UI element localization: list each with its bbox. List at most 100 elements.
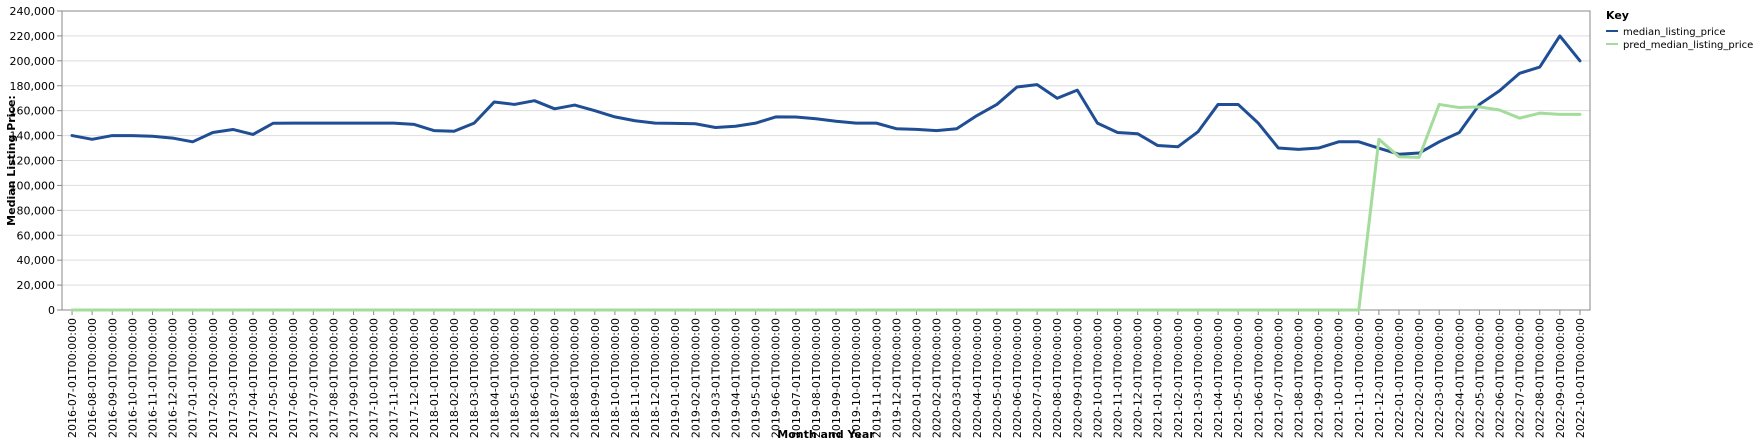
x-tick-label: 2016-11-01T00:00:00 [146,318,159,438]
x-tick-label: 2020-06-01T00:00:00 [1011,318,1024,438]
x-tick-label: 2017-06-01T00:00:00 [287,318,300,438]
x-tick-label: 2022-01-01T00:00:00 [1393,318,1406,438]
x-tick-label: 2020-05-01T00:00:00 [991,318,1004,438]
legend: Key median_listing_price pred_median_list… [1606,9,1753,51]
x-tick-label: 2021-03-01T00:00:00 [1192,318,1205,438]
series-line-pred_median_listing_price [70,102,1582,312]
legend-label: pred_median_listing_price [1623,40,1753,51]
x-tick-label: 2022-09-01T00:00:00 [1554,318,1567,438]
x-tick-label: 2020-02-01T00:00:00 [931,318,944,438]
x-tick-label: 2020-09-01T00:00:00 [1071,318,1084,438]
x-tick-label: 2017-03-01T00:00:00 [227,318,240,438]
y-tick-label: 80,000 [17,204,56,217]
x-tick-label: 2019-04-01T00:00:00 [730,318,743,438]
x-tick-label: 2016-12-01T00:00:00 [167,318,180,438]
gridlines [61,10,1591,311]
x-tick-label: 2020-12-01T00:00:00 [1132,318,1145,438]
x-tick-label: 2017-09-01T00:00:00 [348,318,361,438]
x-tick-label: 2020-03-01T00:00:00 [951,318,964,438]
x-tick-label: 2020-10-01T00:00:00 [1091,318,1104,438]
y-axis: 0 20,000 40,000 60,000 80,000 100,000 120,000 1… [10,5,62,317]
x-tick-label: 2018-10-01T00:00:00 [609,318,622,438]
x-tick-label: 2019-06-01T00:00:00 [770,318,783,438]
x-tick-label: 2020-01-01T00:00:00 [910,318,923,438]
y-tick-label: 60,000 [17,229,56,242]
x-tick-label: 2018-01-01T00:00:00 [428,318,441,438]
x-tick-label: 2022-08-01T00:00:00 [1534,318,1547,438]
x-tick-label: 2018-07-01T00:00:00 [549,318,562,438]
x-tick-label: 2019-10-01T00:00:00 [850,318,863,438]
y-axis-title: Median Listing Price: [5,95,18,226]
x-tick-label: 2021-11-01T00:00:00 [1353,318,1366,438]
x-tick-label: 2022-05-01T00:00:00 [1473,318,1486,438]
y-tick-label: 200,000 [10,55,56,68]
x-tick-label: 2021-05-01T00:00:00 [1232,318,1245,438]
y-tick-label: 240,000 [10,5,56,18]
x-tick-label: 2019-12-01T00:00:00 [890,318,903,438]
x-tick-label: 2019-07-01T00:00:00 [790,318,803,438]
x-tick-label: 2017-11-01T00:00:00 [388,318,401,438]
x-tick-label: 2021-04-01T00:00:00 [1212,318,1225,438]
x-tick-label: 2018-08-01T00:00:00 [569,318,582,438]
x-tick-label: 2017-01-01T00:00:00 [187,318,200,438]
x-tick-label: 2018-03-01T00:00:00 [468,318,481,438]
x-axis-title: Month and Year [777,428,875,441]
x-tick-label: 2018-09-01T00:00:00 [589,318,602,438]
x-tick-label: 2021-12-01T00:00:00 [1373,318,1386,438]
series-lines [70,34,1582,312]
x-tick-label: 2022-04-01T00:00:00 [1453,318,1466,438]
x-tick-label: 2016-08-01T00:00:00 [86,318,99,438]
x-tick-label: 2020-08-01T00:00:00 [1051,318,1064,438]
y-tick-label: 220,000 [10,30,56,43]
x-tick-label: 2022-03-01T00:00:00 [1433,318,1446,438]
x-tick-label: 2021-07-01T00:00:00 [1272,318,1285,438]
x-tick-label: 2018-04-01T00:00:00 [488,318,501,438]
x-tick-label: 2021-08-01T00:00:00 [1292,318,1305,438]
x-tick-label: 2018-11-01T00:00:00 [629,318,642,438]
legend-title: Key [1606,9,1629,22]
x-tick-label: 2022-07-01T00:00:00 [1514,318,1527,438]
x-tick-label: 2021-01-01T00:00:00 [1152,318,1165,438]
x-tick-label: 2017-08-01T00:00:00 [327,318,340,438]
x-tick-label: 2022-02-01T00:00:00 [1413,318,1426,438]
y-tick-label: 120,000 [10,155,56,168]
x-tick-label: 2020-07-01T00:00:00 [1031,318,1044,438]
x-tick-label: 2021-02-01T00:00:00 [1172,318,1185,438]
x-tick-label: 2017-12-01T00:00:00 [408,318,421,438]
y-tick-label: 160,000 [10,105,56,118]
y-tick-label: 0 [48,304,55,317]
x-tick-label: 2016-09-01T00:00:00 [106,318,119,438]
x-tick-label: 2018-06-01T00:00:00 [528,318,541,438]
x-tick-label: 2017-05-01T00:00:00 [267,318,280,438]
x-tick-label: 2016-07-01T00:00:00 [66,318,79,438]
x-tick-label: 2020-11-01T00:00:00 [1112,318,1125,438]
y-tick-label: 180,000 [10,80,56,93]
x-tick-label: 2019-08-01T00:00:00 [810,318,823,438]
x-axis: 2016-07-01T00:00:00 2016-08-01T00:00:00 20… [66,310,1587,438]
x-tick-label: 2020-04-01T00:00:00 [971,318,984,438]
x-tick-label: 2022-10-01T00:00:00 [1574,318,1587,438]
x-tick-label: 2018-12-01T00:00:00 [649,318,662,438]
series-line-median_listing_price [70,34,1582,156]
x-tick-label: 2019-05-01T00:00:00 [750,318,763,438]
x-tick-label: 2017-04-01T00:00:00 [247,318,260,438]
y-tick-label: 40,000 [17,254,56,267]
x-tick-label: 2019-02-01T00:00:00 [689,318,702,438]
y-tick-label: 140,000 [10,130,56,143]
x-tick-label: 2018-05-01T00:00:00 [508,318,521,438]
x-tick-label: 2016-10-01T00:00:00 [126,318,139,438]
x-tick-label: 2019-11-01T00:00:00 [870,318,883,438]
x-tick-label: 2019-01-01T00:00:00 [669,318,682,438]
x-tick-label: 2017-10-01T00:00:00 [368,318,381,438]
x-tick-label: 2017-02-01T00:00:00 [207,318,220,438]
legend-label: median_listing_price [1623,27,1726,38]
x-tick-label: 2017-07-01T00:00:00 [307,318,320,438]
x-tick-label: 2021-09-01T00:00:00 [1313,318,1326,438]
y-tick-label: 100,000 [10,179,56,192]
x-tick-label: 2019-09-01T00:00:00 [830,318,843,438]
x-tick-label: 2018-02-01T00:00:00 [448,318,461,438]
y-tick-label: 20,000 [17,279,56,292]
x-tick-label: 2022-06-01T00:00:00 [1494,318,1507,438]
x-tick-label: 2021-06-01T00:00:00 [1252,318,1265,438]
